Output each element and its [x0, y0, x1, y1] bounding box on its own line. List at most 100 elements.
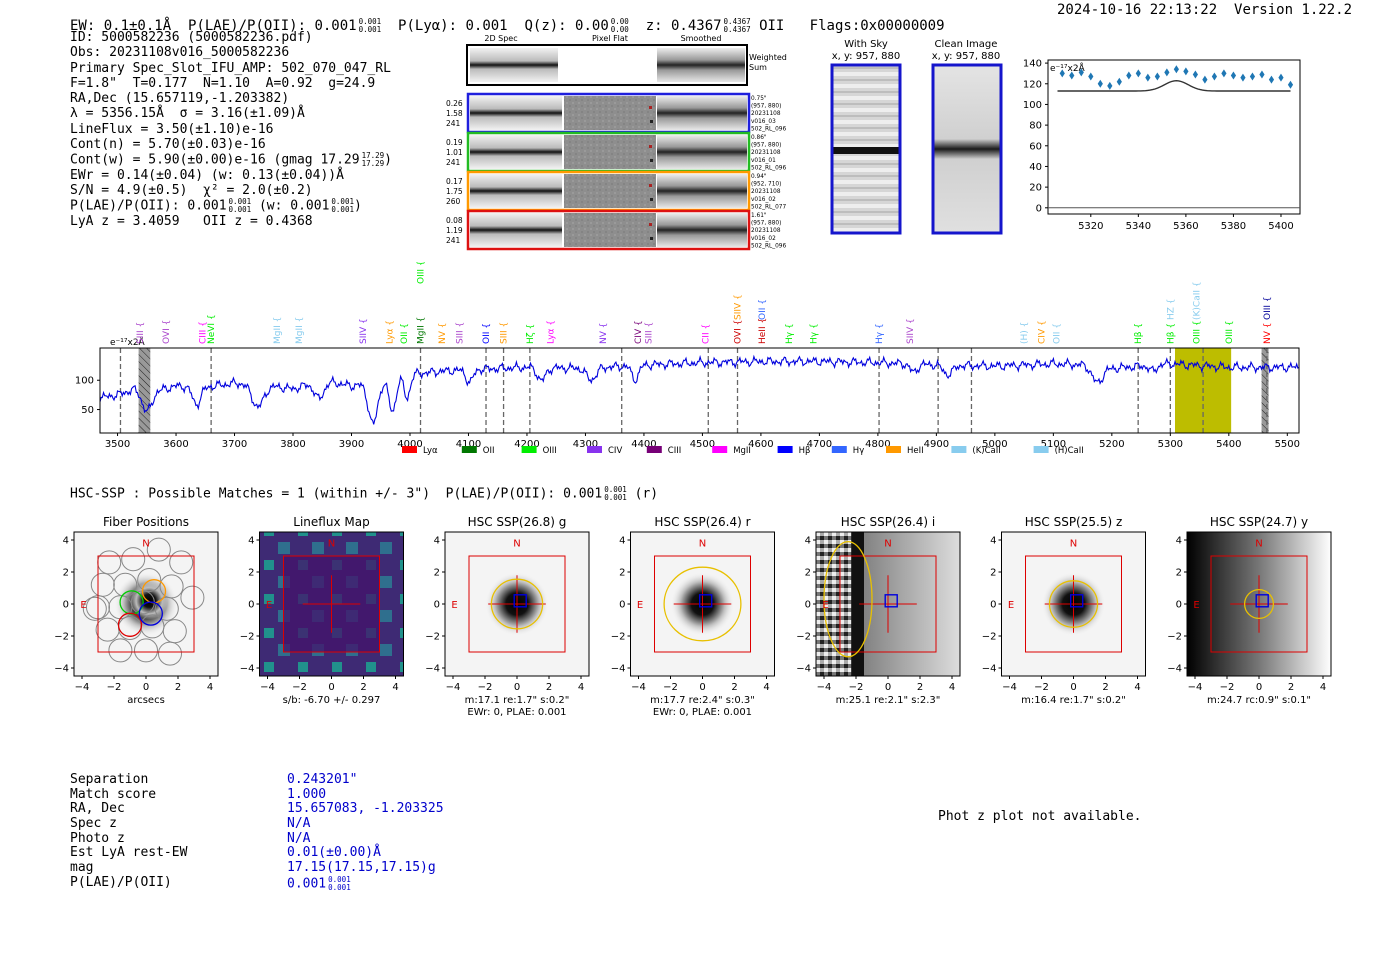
full-line-label: NV {	[438, 323, 448, 344]
thumb-title: Fiber Positions	[103, 515, 189, 529]
header-qz-lo: 0.00	[610, 25, 629, 34]
info-obs: Obs: 20231108v016_5000582236	[70, 45, 290, 61]
full-xtick-label: 4300	[573, 439, 598, 450]
legend-label: MgII	[733, 446, 751, 456]
thumb-panel: Fiber Positions N E −4 −2 0 2 4 4 2 0 −2 −4 arcsecs	[54, 515, 219, 706]
full-xtick-label: 5000	[982, 439, 1007, 450]
match-table-value-text: 0.01(±0.00)Å	[287, 845, 381, 861]
thumb-xtick-label: 0	[699, 682, 705, 693]
thumb-panel: HSC SSP(26.4) r N E −4 −2 0 2 4 4 2 0 −2 −4 m:17.7 re…	[611, 515, 775, 718]
full-ytick-label: 50	[81, 405, 94, 416]
full-xtick-label: 3600	[163, 439, 188, 450]
thumb-ytick-label: 4	[619, 536, 625, 547]
thumb-xtick-label: 4	[392, 682, 398, 693]
thumb-ytick-label: 2	[434, 568, 440, 579]
clean-frame	[931, 63, 1003, 235]
thumb-east-label: E	[451, 600, 457, 611]
cutout-2dspec	[470, 213, 562, 247]
thumb-ytick-label: −2	[54, 632, 69, 643]
zoom-data-point	[1183, 67, 1189, 76]
full-xtick-label: 4700	[807, 439, 832, 450]
zoom-data-point	[1249, 72, 1256, 81]
full-line-label: Hγ {	[785, 323, 795, 344]
thumb-match-box	[884, 594, 898, 608]
thumb-ytick-label: 0	[248, 600, 254, 611]
weighted-sum-label-1: Weighted	[749, 53, 787, 62]
thumb-north-label: N	[1255, 538, 1262, 549]
fiber-circle	[108, 638, 133, 663]
cutout-row-right-1: (957, 880)	[751, 221, 781, 227]
info-lambda: λ = 5356.15Å σ = 3.16(±1.09)Å	[70, 106, 305, 122]
fiber-circle	[146, 537, 171, 562]
thumb-ellipse	[1243, 588, 1275, 620]
header-qz-frac: 0.00 0.00	[611, 18, 629, 34]
thumb-xtick-label: −2	[663, 682, 678, 693]
thumb-ytick-label: −2	[611, 632, 626, 643]
thumb-north-label: N	[328, 538, 335, 549]
cutout-row-left-0: 0.19	[446, 138, 463, 147]
full-line-label: SIII {	[500, 322, 510, 344]
info-plae-text: P(LAE)/P(OII): 0.001	[70, 198, 227, 214]
info-ewr: EWr = 0.14(±0.04) (w: 0.13(±0.04))Å	[70, 167, 344, 183]
full-line-label: MgII {	[273, 317, 283, 344]
full-line-label: OII {	[1052, 323, 1062, 344]
fiber-circle-blue	[138, 601, 163, 626]
thumb-xtick-label: −2	[107, 682, 122, 693]
cutout-smoothed	[657, 174, 747, 208]
zoom-ytick-label: 80	[1029, 121, 1042, 132]
spectra-cutouts: 2D Spec Pixel Flat Smoothed Weighted Sum…	[446, 34, 787, 251]
full-xtick-label: 3700	[222, 439, 247, 450]
zoom-ytick-label: 40	[1029, 162, 1042, 173]
thumb-ytick-label: 2	[248, 568, 254, 579]
cutout-row-right-3: v016_02	[751, 197, 776, 203]
thumb-ellipse	[663, 566, 742, 642]
thumb-xtick-label: 4	[763, 682, 769, 693]
full-xtick-label: 4800	[865, 439, 890, 450]
thumb-xtick-label: 0	[1070, 682, 1076, 693]
match-table-value: 0.001 0.001 0.001	[287, 875, 351, 892]
info-contw: Cont(w) = 5.90(±0.00)e-16 (gmag 17.29 17.…	[70, 152, 392, 168]
full-hatched-region	[1261, 348, 1269, 433]
full-line-label: CIV {	[634, 320, 644, 344]
info-plae-w: (w: 0.001	[251, 198, 330, 214]
legend-swatch	[646, 446, 662, 453]
thumb-ytick-label: 0	[619, 600, 625, 611]
legend-swatch	[461, 446, 477, 453]
cutout-pixelflat-defect	[649, 106, 652, 109]
full-line-label: (H) {	[1020, 322, 1030, 344]
cutout-smoothed	[657, 135, 747, 169]
full-line-label: NV {	[1263, 323, 1273, 344]
match-table-value-text: N/A	[287, 830, 311, 846]
full-xtick-label: 5500	[1275, 439, 1300, 450]
match-table-key: mag	[70, 860, 94, 876]
thumb-ytick-label: 2	[1176, 568, 1182, 579]
match-table-key: P(LAE)/P(OII)	[70, 874, 172, 890]
full-line-label: OVI {	[162, 320, 172, 344]
full-line-label: MgII {	[417, 317, 427, 344]
thumbnail-row: Fiber Positions N E −4 −2 0 2 4 4 2 0 −2 −4 arcsecs Li…	[54, 515, 1332, 718]
thumb-aperture-box	[1210, 555, 1308, 653]
zoom-xtick-label: 5320	[1078, 221, 1103, 232]
full-xtick-label: 5400	[1216, 439, 1241, 450]
header-z-lo: 0.4367	[723, 25, 751, 34]
header-z: z: 0.4367	[645, 18, 722, 34]
weighted-sum-2dspec	[470, 48, 558, 82]
cutout-row-left-2: 241	[446, 119, 461, 128]
full-xtick-label: 4000	[397, 439, 422, 450]
legend-swatch	[886, 446, 901, 453]
thumb-xtick-label: −4	[260, 682, 275, 693]
clean-image	[933, 65, 1001, 233]
thumb-xtick-label: −2	[478, 682, 493, 693]
legend-label: (K)CaII	[972, 446, 1000, 456]
match-table-key: Est LyA rest-EW	[70, 845, 188, 861]
thumb-xtick-label: −4	[446, 682, 461, 693]
info-plae: P(LAE)/P(OII): 0.001 0.001 0.001 (w: 0.001…	[70, 198, 392, 214]
match-table-value: N/A	[287, 830, 311, 847]
zoom-xtick-label: 5400	[1268, 221, 1293, 232]
full-line-label: HZ {	[1166, 298, 1176, 320]
header-plae-hi: 0.001	[358, 17, 382, 26]
full-line-label: SIIV {	[734, 294, 744, 320]
zoom-data-point	[1259, 70, 1265, 79]
zoom-data-point	[1230, 71, 1237, 80]
full-line-label: OIII {	[1225, 320, 1235, 344]
